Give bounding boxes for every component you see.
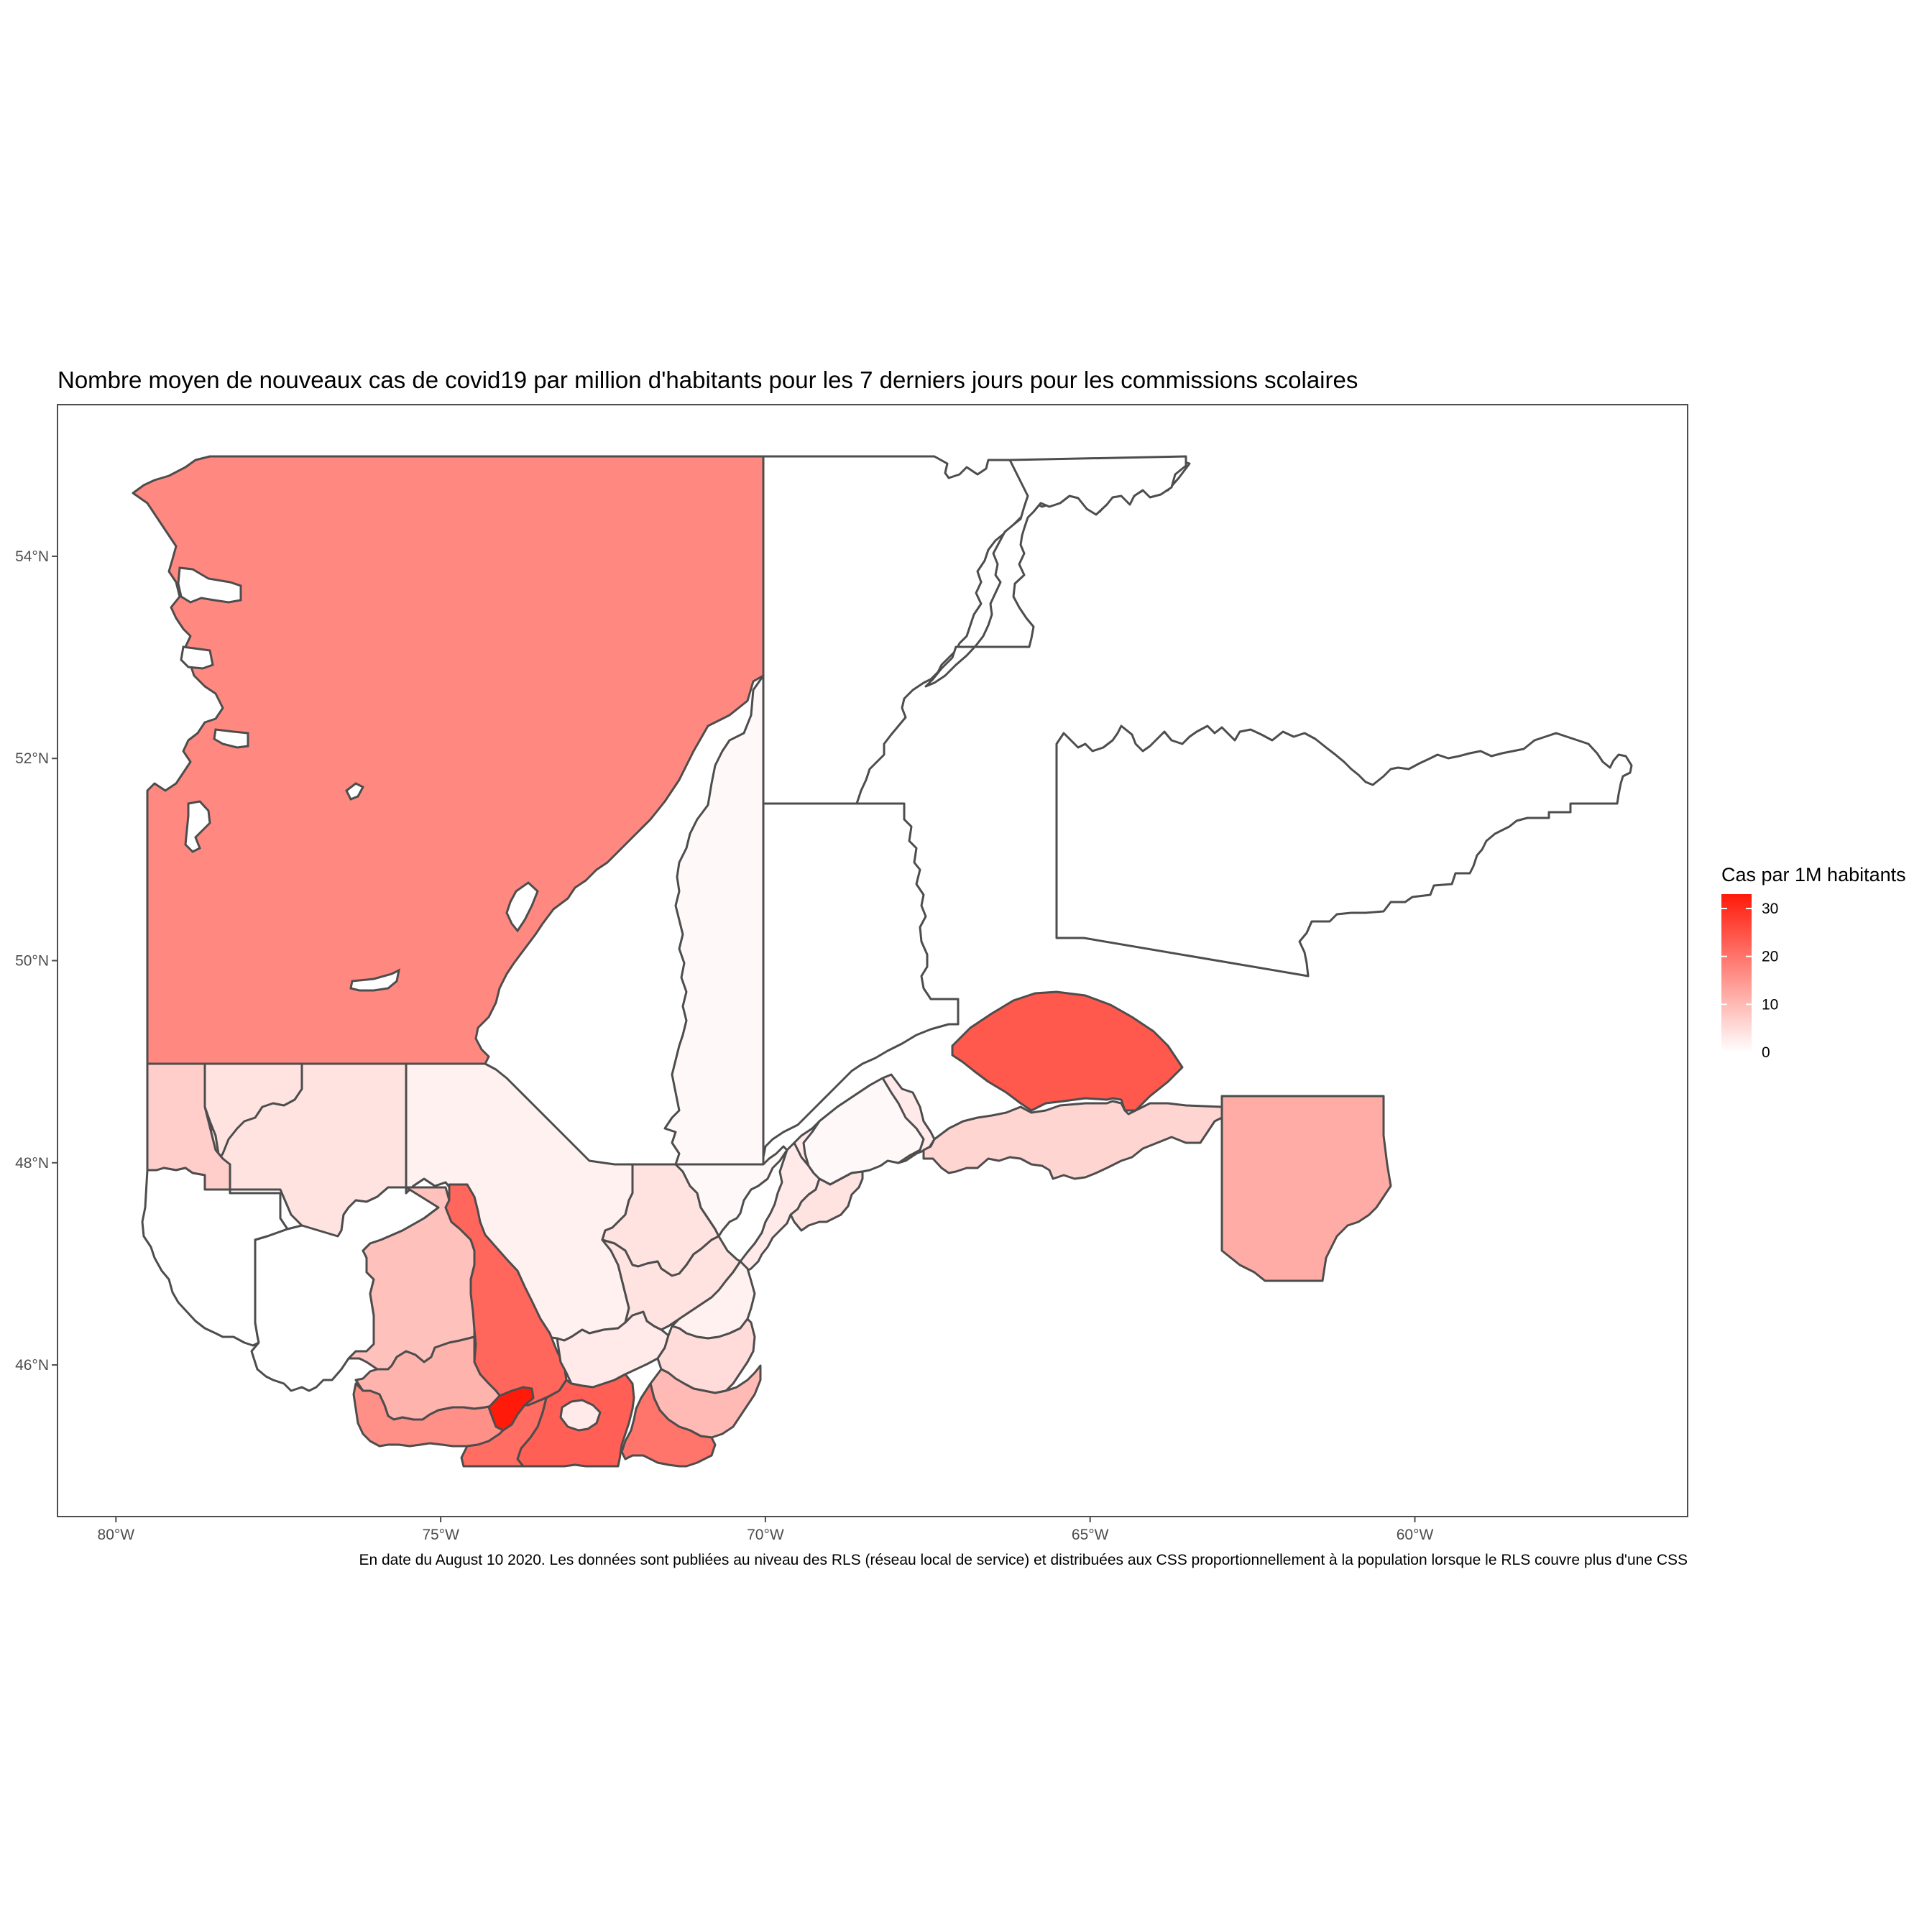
y-tick-label: 52°N xyxy=(15,750,49,767)
x-tick-label: 65°W xyxy=(1072,1527,1109,1543)
x-axis: 80°W 75°W 70°W 65°W 60°W xyxy=(98,1517,1434,1543)
caption: En date du August 10 2020. Les données s… xyxy=(359,1552,1688,1568)
legend-colorbar xyxy=(1721,894,1752,1052)
region-centre-du-quebec xyxy=(559,1399,602,1432)
region-nord-ouest xyxy=(132,455,765,1065)
region-estrie-sud xyxy=(620,1382,717,1468)
map-panel xyxy=(57,404,1688,1517)
y-tick-label: 54°N xyxy=(15,548,49,565)
x-tick-label: 60°W xyxy=(1397,1527,1434,1543)
region-bas-st-laurent xyxy=(802,1077,925,1186)
region-iles-sud-est xyxy=(1220,1095,1392,1282)
legend-tick-label: 30 xyxy=(1762,901,1778,917)
legend-tick-label: 0 xyxy=(1762,1044,1770,1061)
island xyxy=(345,782,365,801)
legend-tick-label: 20 xyxy=(1762,949,1778,965)
coastal-islands xyxy=(177,566,539,992)
legend-title: Cas par 1M habitants xyxy=(1721,864,1906,886)
y-tick-label: 48°N xyxy=(15,1155,49,1172)
region-saguenay-est xyxy=(674,1145,788,1238)
island xyxy=(177,566,242,604)
island xyxy=(505,881,539,933)
y-tick-label: 46°N xyxy=(15,1357,49,1374)
region-anticosti xyxy=(951,990,1184,1112)
island xyxy=(184,800,211,853)
island xyxy=(180,645,214,670)
region-cote-nord-ouest xyxy=(762,802,960,1159)
region-temiscamingue xyxy=(141,1167,289,1347)
island xyxy=(213,728,249,749)
legend: Cas par 1M habitants 0 10 20 30 xyxy=(1721,864,1906,1061)
x-tick-label: 80°W xyxy=(98,1527,135,1543)
y-axis: 46°N 48°N 50°N 52°N 54°N xyxy=(15,548,58,1374)
region-montreal xyxy=(487,1386,535,1432)
island xyxy=(349,968,401,992)
legend-tick-label: 10 xyxy=(1762,996,1778,1013)
x-tick-label: 70°W xyxy=(747,1527,784,1543)
region-gaspesie-sud xyxy=(922,1100,1223,1180)
region-cote-nord-est xyxy=(924,455,1633,978)
map-title: Nombre moyen de nouveaux cas de covid19 … xyxy=(58,367,1358,393)
region-centre-nord xyxy=(663,674,765,1166)
region-bas-st-laurent-est xyxy=(789,1170,864,1232)
legend-ticks: 0 10 20 30 xyxy=(1721,901,1778,1061)
x-tick-label: 75°W xyxy=(422,1527,459,1543)
y-tick-label: 50°N xyxy=(15,953,49,970)
